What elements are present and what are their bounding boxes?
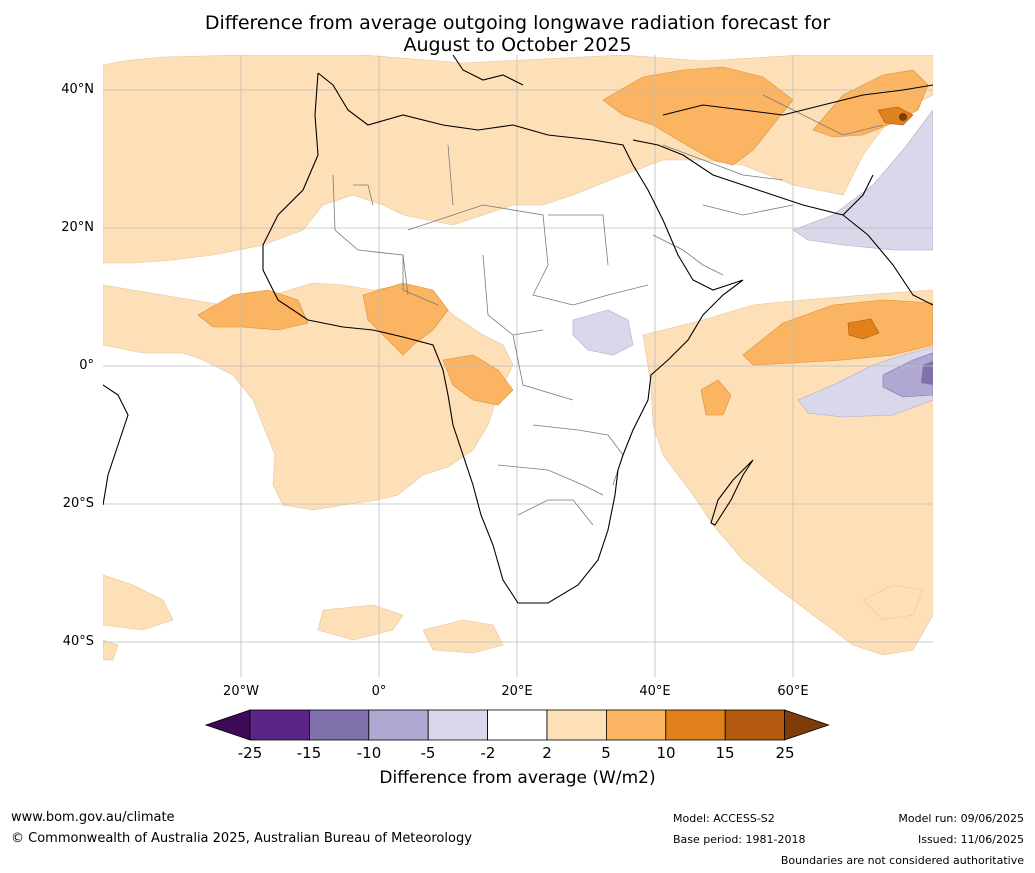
colorbar-tick: 15 xyxy=(715,744,735,762)
colorbar-segment xyxy=(487,709,548,741)
colorbar-legend xyxy=(204,709,830,741)
colorbar-segment xyxy=(249,709,310,741)
lon-label-40e: 40°E xyxy=(639,684,671,699)
lat-label-0: 0° xyxy=(79,358,94,373)
lon-label-20e: 20°E xyxy=(501,684,533,699)
anomaly-5-to-10-fill xyxy=(197,66,933,416)
colorbar-segment xyxy=(724,709,786,741)
model-run-date: Model run: 09/06/2025 xyxy=(898,812,1024,825)
anomaly-minus5-to-minus10-fill xyxy=(882,352,933,398)
colorbar-tick: 2 xyxy=(542,744,552,762)
lat-label-40s: 40°S xyxy=(62,634,94,649)
olr-anomaly-map xyxy=(103,55,933,677)
colorbar-tick: 10 xyxy=(656,744,676,762)
graticule xyxy=(103,55,933,677)
map-plot-area xyxy=(103,55,933,677)
colorbar-tick: -2 xyxy=(480,744,496,762)
anomaly-minus2-to-minus5-fill xyxy=(572,109,933,418)
lat-label-20n: 20°N xyxy=(61,220,94,235)
lon-label-60e: 60°E xyxy=(777,684,809,699)
lat-label-20s: 20°S xyxy=(62,496,94,511)
colorbar-tick: -15 xyxy=(296,744,322,762)
colorbar-tick: -5 xyxy=(420,744,436,762)
colorbar-segment xyxy=(665,709,726,741)
anomaly-15-to-25-fill xyxy=(899,113,907,121)
copyright-text: © Commonwealth of Australia 2025, Austra… xyxy=(11,831,472,846)
lat-label-40n: 40°N xyxy=(61,82,94,97)
issued-date: Issued: 11/06/2025 xyxy=(917,833,1024,846)
lon-label-0: 0° xyxy=(371,684,387,699)
colorbar-tick: -10 xyxy=(356,744,382,762)
colorbar-tick: 5 xyxy=(601,744,611,762)
colorbar-min-arrow xyxy=(204,709,251,741)
colorbar-segment xyxy=(546,709,607,741)
colorbar-segment xyxy=(309,709,370,741)
country-borders xyxy=(332,94,884,526)
website-link[interactable]: www.bom.gov.au/climate xyxy=(11,810,175,825)
map-title-line1: Difference from average outgoing longwav… xyxy=(204,12,831,34)
colorbar-tick: 25 xyxy=(775,744,795,762)
colorbar-tick: -25 xyxy=(237,744,263,762)
colorbar-title: Difference from average (W/m2) xyxy=(379,768,656,788)
base-period: Base period: 1981-2018 xyxy=(673,833,806,846)
coastlines xyxy=(103,55,933,604)
colorbar-segment xyxy=(368,709,429,741)
colorbar-max-arrow xyxy=(784,709,830,741)
lon-label-20w: 20°W xyxy=(223,684,259,699)
boundaries-disclaimer: Boundaries are not considered authoritat… xyxy=(780,854,1024,867)
map-title-line2: August to October 2025 xyxy=(403,34,632,56)
anomaly-minus10-to-minus15-fill xyxy=(921,361,933,385)
model-name: Model: ACCESS-S2 xyxy=(673,812,775,825)
colorbar-segment xyxy=(427,709,488,741)
colorbar-segment xyxy=(605,709,667,741)
